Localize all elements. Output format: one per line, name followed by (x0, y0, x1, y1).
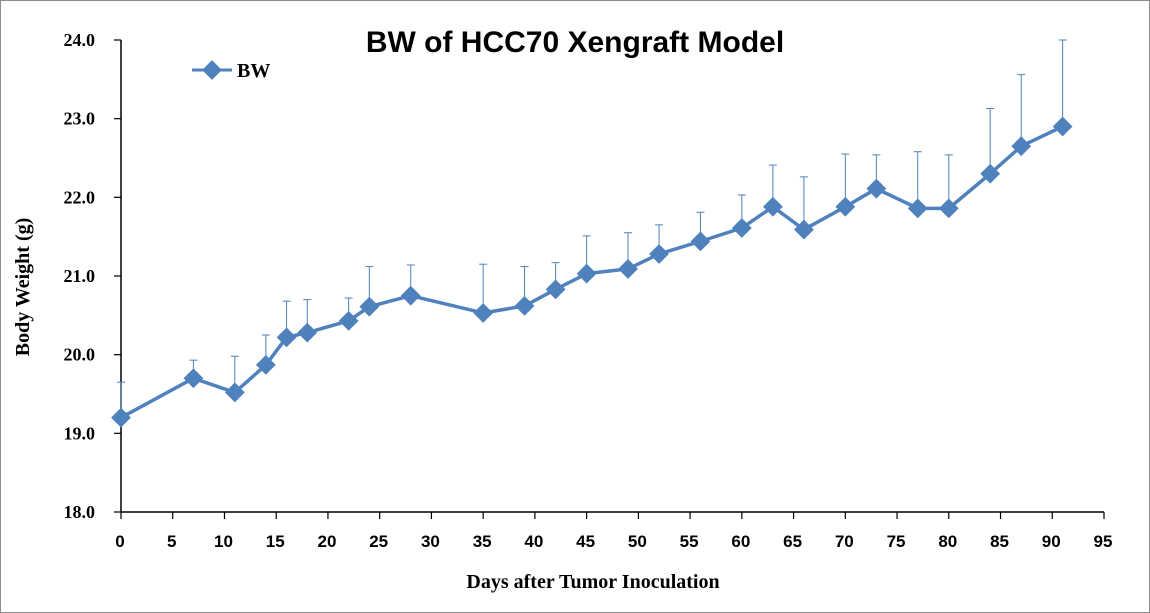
data-point (1052, 116, 1073, 137)
x-axis-label: Days after Tumor Inoculation (466, 571, 719, 593)
data-point (111, 407, 131, 428)
data-point (473, 303, 494, 323)
axes (114, 39, 1105, 519)
data-point (618, 259, 638, 279)
x-tick-label: 70 (835, 532, 854, 551)
data-point (359, 296, 380, 317)
legend-label: BW (237, 60, 270, 82)
data-point (338, 310, 359, 331)
y-axis-label: Body Weight (g) (12, 218, 34, 357)
x-tick-label: 15 (266, 532, 285, 551)
x-tick-label: 95 (1094, 532, 1113, 551)
data-point (255, 354, 276, 375)
data-point (907, 198, 928, 219)
x-tick-label: 20 (317, 532, 336, 551)
data-point (866, 178, 887, 199)
x-tick-label: 55 (680, 532, 699, 551)
data-point (400, 285, 421, 306)
data-point (545, 279, 566, 300)
y-tick-label: 20.0 (64, 345, 96, 365)
data-point (835, 196, 856, 217)
legend: BW (192, 60, 270, 82)
data-point (183, 368, 204, 389)
data-point (276, 327, 297, 348)
y-tick-label: 23.0 (64, 109, 96, 129)
x-tick-label: 10 (214, 532, 233, 551)
x-tick-label: 25 (369, 532, 388, 551)
x-tick-label: 30 (421, 532, 440, 551)
x-tick-label: 85 (990, 532, 1009, 551)
x-tick-label: 90 (1042, 532, 1061, 551)
y-tick-label: 22.0 (64, 187, 96, 207)
y-tick-label: 24.0 (64, 30, 96, 50)
data-point (690, 231, 711, 252)
x-tick-label: 40 (524, 532, 543, 551)
legend-marker (202, 60, 222, 80)
data-point (224, 382, 245, 403)
x-tick-label: 65 (783, 532, 802, 551)
chart-title: BW of HCC70 Xengraft Model (366, 26, 784, 59)
data-point (731, 218, 752, 238)
x-tick-label: 80 (938, 532, 957, 551)
y-tick-label: 21.0 (64, 266, 96, 286)
x-tick-label: 60 (731, 532, 750, 551)
tick-labels: 18.0 19.0 20.0 21.0 22.0 23.0 24.0 0 5 10 15 20 25 30… (64, 30, 1113, 551)
x-tick-label: 75 (887, 532, 906, 551)
series-layer (111, 116, 1073, 428)
data-point (576, 263, 597, 284)
data-point (649, 244, 669, 264)
x-tick-label: 50 (628, 532, 647, 551)
y-tick-label: 19.0 (64, 423, 96, 443)
x-tick-label: 35 (473, 532, 492, 551)
data-point (297, 322, 318, 343)
y-tick-label: 18.0 (64, 502, 96, 522)
x-tick-label: 0 (115, 532, 124, 551)
data-point (514, 295, 535, 316)
error-bars (117, 39, 1067, 418)
x-tick-label: 5 (167, 532, 176, 551)
x-tick-label: 45 (576, 532, 595, 551)
